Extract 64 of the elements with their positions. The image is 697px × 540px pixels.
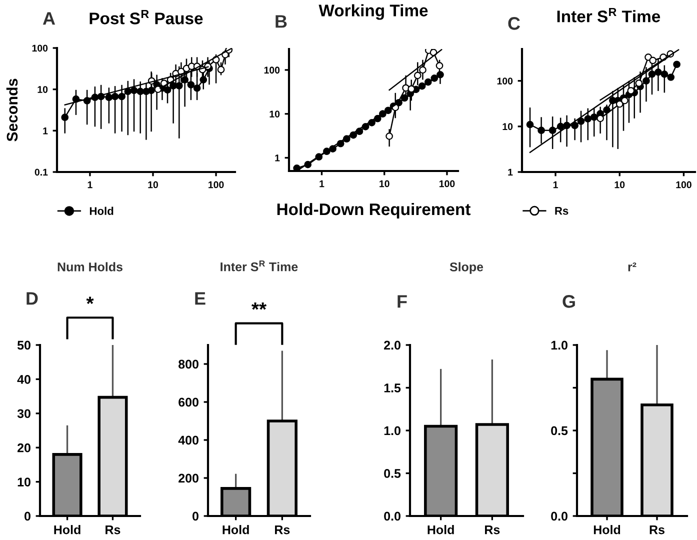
x-tick-label: 100 xyxy=(208,181,224,188)
text: D xyxy=(26,292,38,305)
y-tick-label: 600 xyxy=(178,398,198,407)
x-tick-label: 1 xyxy=(88,181,92,188)
text: * xyxy=(86,296,94,304)
x-axis-title: Hold-Down Requirement xyxy=(277,202,471,219)
y-tick-label: 0.0 xyxy=(384,512,400,521)
text: F xyxy=(398,295,407,308)
x-tick-label: Hold xyxy=(428,525,454,534)
chart-title: r² xyxy=(628,262,636,272)
y-tick-label: 20 xyxy=(18,443,30,452)
text: A xyxy=(42,12,56,25)
y-tick-label: 40 xyxy=(17,375,30,384)
y-tick-label: 200 xyxy=(178,474,198,483)
chart-title: Slope xyxy=(450,262,484,274)
y-tick-label: 10 xyxy=(502,123,513,130)
y-tick-label: 10 xyxy=(18,478,30,486)
x-tick-label: Rs xyxy=(106,525,120,534)
y-tick-label: 30 xyxy=(17,409,30,418)
x-tick-label: Rs xyxy=(275,525,290,534)
x-tick-label: 100 xyxy=(439,180,455,188)
y-tick-label: 100 xyxy=(32,44,48,52)
x-tick-label: Hold xyxy=(54,525,80,534)
x-tick-label: 10 xyxy=(148,181,158,188)
y-tick-label: 800 xyxy=(178,360,198,369)
y-tick-label: 10 xyxy=(38,86,48,93)
y-tick-label: 1 xyxy=(43,128,48,134)
y-tick-label: 400 xyxy=(178,436,198,445)
chart-title: Working Time xyxy=(318,4,428,20)
text: ** xyxy=(251,302,267,310)
y-tick-label: 0.1 xyxy=(34,168,48,176)
y-tick-label: 0.5 xyxy=(551,426,568,436)
x-tick-label: Hold xyxy=(222,525,249,534)
text: G xyxy=(562,295,575,308)
y-tick-label: 0.5 xyxy=(384,469,401,478)
chart-title: Inter S$^{R}$ Time xyxy=(557,8,660,22)
y-tick-label: 1 xyxy=(275,154,280,162)
y-tick-label: 10 xyxy=(270,110,280,118)
text: C xyxy=(508,17,520,30)
y-tick-label: 1.5 xyxy=(384,384,401,392)
legend-label: Rs xyxy=(555,207,568,215)
y-tick-label: 0.0 xyxy=(551,512,568,521)
y-tick-label: 0 xyxy=(24,512,30,521)
text: E xyxy=(195,292,206,305)
x-tick-label: Rs xyxy=(650,525,664,534)
chart-title: Num Holds xyxy=(58,262,122,272)
y-tick-label: 1.0 xyxy=(384,426,400,436)
x-tick-label: 1 xyxy=(320,180,324,188)
text: B xyxy=(276,15,287,28)
y-tick-label: 50 xyxy=(17,340,30,350)
y-tick-label: 2.0 xyxy=(384,340,400,350)
y-tick-label: 1.0 xyxy=(551,340,568,350)
x-tick-label: 100 xyxy=(676,181,692,188)
x-tick-label: Hold xyxy=(594,525,620,534)
legend-label: Hold xyxy=(90,206,114,215)
x-tick-label: Rs xyxy=(485,525,500,534)
y-tick-label: 100 xyxy=(264,66,280,74)
chart-title: Post S$^{R}$ Pause xyxy=(90,10,203,24)
x-tick-label: 10 xyxy=(614,181,625,188)
chart-title: Inter S$^{R}$ Time xyxy=(220,260,298,272)
y-tick-label: 1 xyxy=(508,168,513,176)
y-tick-label: 0 xyxy=(192,512,198,521)
y-axis-title: Seconds xyxy=(6,78,18,142)
y-tick-label: 100 xyxy=(497,78,513,84)
